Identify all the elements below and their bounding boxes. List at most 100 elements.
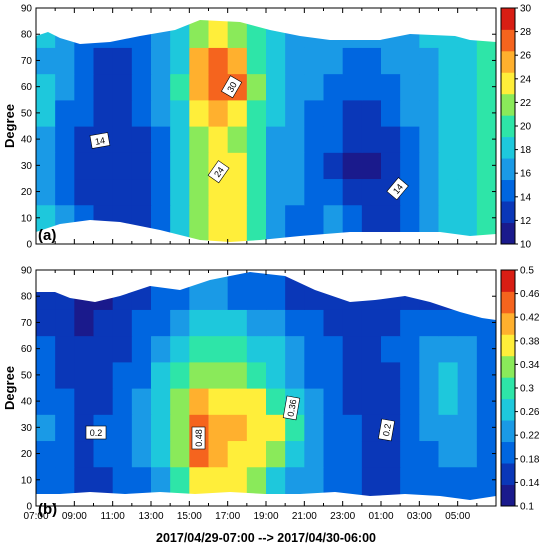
heatmap-cell: [227, 361, 248, 389]
heatmap-cell: [246, 361, 267, 389]
heatmap-cell: [285, 47, 305, 75]
x-tick-label: 13:00: [138, 511, 163, 522]
heatmap-cell: [112, 361, 133, 389]
colorbar-tick-label: 0.42: [520, 313, 540, 324]
y-tick-label: 50: [21, 370, 33, 381]
heatmap-cell: [93, 440, 114, 468]
heatmap-cell: [476, 47, 496, 75]
heatmap-cell: [151, 152, 171, 180]
y-tick-label: 0: [26, 502, 32, 513]
heatmap-cell: [323, 335, 344, 363]
heatmap-cell: [361, 99, 382, 127]
svg-text:0.36: 0.36: [286, 398, 299, 417]
heatmap-cell: [419, 414, 440, 442]
heatmap-cell: [189, 99, 210, 127]
y-tick-label: 10: [21, 213, 33, 224]
heatmap-cell: [438, 440, 459, 468]
colorbar-a: 10 12 14 16 18 20 22 24 26 28 30: [500, 4, 532, 251]
heatmap-cell: [189, 178, 210, 206]
heatmap-cell: [246, 73, 267, 101]
colorbar-swatch: [501, 201, 515, 223]
heatmap-cell: [438, 99, 459, 127]
heatmap-cell: [131, 309, 152, 337]
heatmap-cell: [227, 440, 248, 468]
heatmap-cell: [131, 99, 152, 127]
colorbar-tick-label: 0.26: [520, 407, 540, 418]
heatmap-cell: [36, 73, 56, 101]
x-tick-label: 21:00: [292, 511, 317, 522]
heatmap-cell: [131, 126, 152, 153]
heatmap-cell: [323, 73, 344, 101]
heatmap-cell: [457, 47, 478, 75]
heatmap-cell: [323, 309, 344, 337]
heatmap-cell: [227, 388, 248, 415]
heatmap-cell: [342, 47, 363, 75]
y-tick-label: 70: [21, 318, 33, 329]
heatmap-cell: [55, 440, 75, 468]
heatmap-cell: [170, 126, 190, 153]
heatmap-cell: [476, 126, 496, 153]
heatmap-cell: [151, 335, 171, 363]
y-tick-label: 40: [21, 397, 33, 408]
heatmap-cell: [304, 361, 325, 389]
heatmap-cell: [457, 440, 478, 468]
heatmap-cell: [457, 152, 478, 180]
contour-label-a-4: 14: [386, 177, 409, 201]
y-tick-label: 60: [21, 82, 33, 93]
heatmap-cell: [342, 388, 363, 415]
y-axis-b: 0 10 20 30 40 50 60 70 80 90: [21, 266, 496, 513]
heatmap-cell: [36, 178, 56, 206]
x-tick-label: 03:00: [407, 511, 432, 522]
heatmap-cell: [438, 309, 459, 337]
heatmap-cell: [457, 361, 478, 389]
heatmap-cell: [170, 414, 190, 442]
colorbar-swatch: [501, 29, 515, 52]
x-tick-label: 05:00: [445, 511, 470, 522]
heatmap-cell: [457, 126, 478, 153]
heatmap-cell: [189, 152, 210, 180]
colorbar-tick-label: 30: [520, 4, 532, 15]
heatmap-cell: [381, 47, 401, 75]
heatmap-cell: [74, 361, 95, 389]
heatmap-cell: [170, 335, 190, 363]
heatmap-cell: [304, 152, 325, 180]
y-tick-label: 90: [21, 4, 33, 15]
heatmap-cell: [476, 414, 496, 442]
contour-label-b-1: 0.2: [85, 425, 107, 440]
x-tick-label: 07:00: [23, 511, 48, 522]
heatmap-cell: [323, 152, 344, 180]
heatmap-cell: [342, 73, 363, 101]
heatmap-cell: [400, 99, 420, 127]
heatmap-cell: [285, 335, 305, 363]
no-data-top-b: [36, 270, 496, 320]
heatmap-cell: [170, 440, 190, 468]
x-ticks-a: [35, 8, 497, 244]
heatmap-cell: [400, 152, 420, 180]
y-axis-label-a: Degree: [2, 104, 17, 148]
heatmap-cell: [151, 99, 171, 127]
heatmap-cell: [400, 126, 420, 153]
contour-label-b-2: 0.48: [191, 426, 206, 450]
heatmap-cell: [189, 126, 210, 153]
x-tick-label: 23:00: [330, 511, 355, 522]
svg-text:24: 24: [212, 165, 226, 179]
heatmap-cell: [112, 126, 133, 153]
heatmap-cell: [208, 47, 229, 75]
heatmap-cell: [457, 178, 478, 206]
heatmap-cell: [55, 388, 75, 415]
heatmap-cell: [323, 440, 344, 468]
heatmap-cell: [151, 414, 171, 442]
heatmap-cell: [266, 204, 286, 244]
heatmap-cell: [266, 47, 286, 75]
heatmap-cell: [74, 99, 95, 127]
heatmap-cell: [189, 204, 210, 244]
colorbar-tick-label: 0.34: [520, 360, 540, 371]
colorbar-tick-label: 24: [520, 74, 532, 85]
colorbar-swatch: [501, 179, 515, 202]
heatmap-cell: [438, 361, 459, 389]
heatmap-cell: [208, 440, 229, 468]
heatmap-cell: [208, 204, 229, 244]
heatmap-cell: [246, 152, 267, 180]
heatmap-cell: [189, 309, 210, 337]
heatmap-cell: [227, 309, 248, 337]
